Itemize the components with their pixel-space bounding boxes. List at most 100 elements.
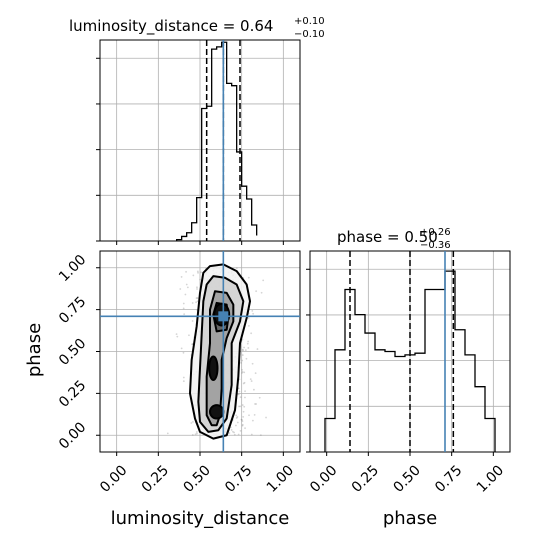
scatter-point: [244, 396, 246, 399]
scatter-point: [237, 433, 240, 436]
scatter-point: [200, 271, 202, 274]
scatter-point: [238, 405, 240, 408]
scatter-point: [248, 414, 250, 417]
scatter-point: [191, 434, 194, 436]
scatter-point: [259, 434, 262, 437]
scatter-frame: [99, 250, 301, 453]
scatter-point: [255, 290, 258, 293]
scatter-point: [255, 403, 258, 405]
scatter-point: [182, 302, 185, 305]
scatter-point: [241, 359, 244, 362]
scatter-point: [197, 271, 199, 274]
scatter-ytick-label: 1.00: [56, 252, 89, 285]
scatter-point: [238, 390, 241, 393]
scatter-xtick-label: 0.50: [180, 462, 213, 495]
scatter-xtick-label: 0.00: [97, 462, 130, 495]
scatter-point: [254, 403, 256, 405]
scatter-point: [242, 410, 245, 413]
scatter-point: [191, 343, 194, 346]
scatter-point: [241, 348, 244, 351]
scatter-point: [239, 405, 242, 408]
scatter-point: [237, 393, 240, 396]
scatter-point: [249, 378, 252, 381]
scatter-point: [175, 333, 178, 336]
scatter-point: [254, 372, 257, 375]
phase-histogram-panel: 0.00 0.25 0.50 0.75 1.00: [306, 250, 511, 496]
phase-hist-xtick-label: 0.50: [390, 462, 423, 495]
scatter-point: [251, 419, 254, 422]
phase-title-upper: +0.26: [420, 227, 451, 238]
scatter-point: [250, 332, 253, 335]
scatter-point: [244, 349, 247, 352]
scatter-point: [243, 381, 246, 384]
scatter-point: [186, 286, 189, 289]
scatter-ytick-label: 0.25: [56, 377, 89, 410]
scatter-point: [247, 317, 250, 319]
luminosity-distance-hist-frame: [99, 39, 301, 242]
scatter-point: [188, 334, 190, 337]
scatter-point: [248, 325, 250, 327]
scatter-point: [241, 369, 243, 371]
scatter-point: [246, 342, 249, 345]
density-core: [209, 404, 225, 420]
scatter-point: [260, 291, 263, 294]
scatter-point: [228, 432, 231, 434]
scatter-point: [239, 429, 242, 432]
x-axis-label-luminosity-distance: luminosity_distance: [111, 508, 290, 529]
scatter-point: [236, 416, 239, 418]
scatter-point: [253, 388, 255, 391]
scatter-point: [241, 404, 244, 406]
scatter-point: [235, 424, 237, 427]
scatter-point: [240, 418, 243, 421]
scatter-point: [241, 424, 244, 427]
scatter-point: [196, 286, 198, 289]
scatter-point: [262, 279, 265, 282]
scatter-point: [182, 351, 185, 354]
scatter-point: [244, 390, 246, 393]
luminosity-distance-title-lower: −0.10: [294, 29, 325, 40]
scatter-point: [196, 288, 198, 290]
scatter-point: [183, 313, 186, 316]
scatter-xtick-label: 1.00: [264, 462, 297, 495]
scatter-point: [199, 278, 202, 281]
scatter-point: [247, 340, 250, 343]
scatter-ytick-label: 0.00: [56, 419, 89, 452]
scatter-point: [241, 420, 244, 423]
scatter-point: [242, 349, 245, 352]
scatter-ytick-label: 0.75: [56, 294, 89, 327]
scatter-point: [265, 416, 267, 419]
scatter-point: [253, 413, 256, 416]
scatter-point: [239, 396, 242, 399]
truth-marker: [218, 311, 229, 322]
x-axis-label-phase: phase: [383, 508, 437, 529]
scatter-point: [192, 274, 195, 277]
scatter-point: [184, 293, 187, 296]
scatter-point: [247, 347, 250, 349]
scatter-point: [235, 414, 238, 417]
scatter-point: [243, 371, 246, 374]
scatter-point: [250, 433, 253, 436]
phase-title: phase = 0.50: [337, 228, 438, 246]
scatter-point: [235, 417, 238, 419]
luminosity-distance-title: luminosity_distance = 0.64: [69, 17, 273, 36]
scatter-point: [166, 432, 169, 435]
scatter-point: [256, 348, 259, 350]
scatter-point: [182, 376, 185, 379]
scatter-point: [242, 382, 245, 385]
scatter-point: [196, 300, 199, 303]
scatter-point: [241, 372, 243, 374]
phase-hist-histogram-step: [324, 270, 496, 452]
scatter-point: [252, 312, 255, 315]
scatter-point: [179, 288, 182, 290]
luminosity-distance-hist-histogram-step: [176, 41, 258, 241]
scatter-xtick-label: 0.25: [139, 462, 172, 495]
scatter-point: [240, 362, 242, 364]
scatter-point: [244, 427, 246, 430]
scatter-point: [195, 431, 198, 433]
scatter-point: [194, 433, 197, 436]
luminosity-distance-title-upper: +0.10: [294, 16, 325, 27]
y-axis-label-phase: phase: [24, 323, 45, 377]
phase-title-lower: −0.36: [420, 240, 451, 251]
scatter-point: [182, 380, 185, 383]
scatter-point: [196, 432, 198, 435]
